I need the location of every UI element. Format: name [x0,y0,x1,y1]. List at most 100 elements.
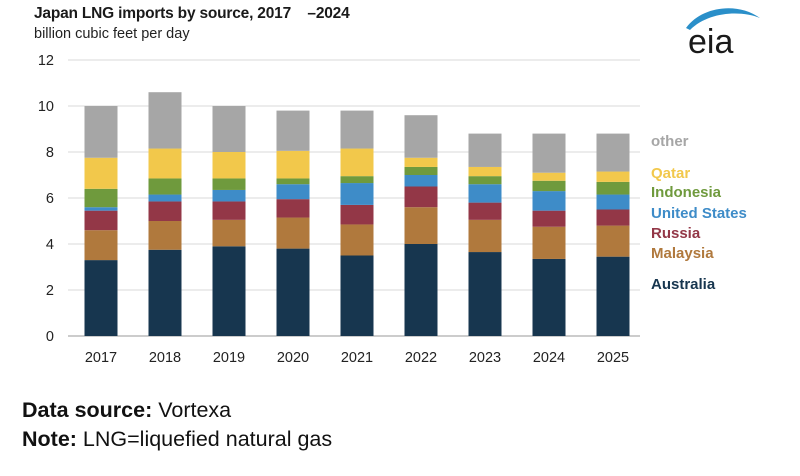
legend-other: other [651,133,689,150]
x-tick-label: 2024 [533,350,565,366]
x-tick-label: 2017 [85,350,117,366]
bar-segment-other [532,133,566,173]
bar-segment-russia [340,204,374,225]
eia-logo-text: eia [688,23,733,61]
bar-segment-russia [596,209,630,226]
bar-segment-malaysia [596,225,630,257]
bar-segment-russia [532,210,566,227]
bar-segment-australia [276,248,310,336]
bar-segment-russia [212,201,246,220]
legend-united-states: United States [651,205,747,222]
x-tick-label: 2018 [149,350,181,366]
bar-segment-australia [148,249,182,336]
x-tick-label: 2023 [469,350,501,366]
legend: other Qatar Indonesia United States Russia Ma… [651,133,747,293]
legend-malaysia: Malaysia [651,245,714,262]
bar-segment-qatar [148,148,182,179]
bar-segment-indonesia [532,180,566,192]
bar-segment-indonesia [468,176,502,185]
bar-segment-russia [404,186,438,208]
bar-segment-malaysia [340,224,374,256]
bar-segment-other [148,92,182,149]
bar-segment-other [84,106,118,158]
bar-segment-qatar [532,172,566,181]
bar-segment-other [276,110,310,151]
bar-segment-russia [276,199,310,218]
bar-segment-russia [84,210,118,231]
bar-segment-malaysia [468,219,502,253]
bar-segment-qatar [340,148,374,177]
data-source-label: Data source: [22,398,153,422]
y-tick-label: 8 [46,145,54,161]
bar-segment-russia [148,201,182,221]
y-tick-label: 12 [38,53,54,69]
legend-australia: Australia [651,276,716,293]
bar-segment-united-states [468,184,502,203]
legend-indonesia: Indonesia [651,184,722,201]
bar-segment-australia [212,246,246,336]
bar-segment-australia [468,252,502,336]
bar-segment-australia [532,258,566,336]
y-tick-label: 0 [46,329,54,345]
note-value: LNG=liquefied natural gas [76,427,333,451]
x-tick-label: 2021 [341,350,373,366]
x-tick-label: 2020 [277,350,309,366]
eia-logo-swoosh [686,8,760,30]
note-label: Note: [22,427,77,451]
y-tick-label: 6 [46,191,54,207]
bars [84,92,630,336]
bar-segment-indonesia [276,178,310,185]
bar-segment-qatar [84,157,118,189]
legend-qatar: Qatar [651,165,690,182]
bar-segment-australia [404,244,438,336]
bar-segment-malaysia [148,221,182,250]
bar-segment-united-states [212,189,246,202]
bar-segment-united-states [84,207,118,211]
bar-segment-malaysia [404,207,438,244]
bar-segment-indonesia [148,178,182,195]
eia-logo: eia [686,8,760,61]
bar-segment-indonesia [84,188,118,208]
legend-russia: Russia [651,225,701,242]
bar-segment-united-states [532,191,566,211]
bar-segment-malaysia [84,230,118,261]
bar-segment-united-states [276,184,310,200]
x-axis: 2017 2018 2019 2020 2021 2022 2023 2024 2025 [85,350,629,366]
bar-segment-australia [596,256,630,336]
bar-segment-australia [84,260,118,336]
bar-segment-indonesia [404,166,438,175]
bar-segment-indonesia [340,176,374,184]
bar-segment-united-states [596,194,630,210]
bar-segment-united-states [148,194,182,202]
bar-segment-indonesia [596,181,630,195]
bar-segment-other [596,133,630,172]
y-axis: 0 2 4 6 8 10 12 [38,53,54,345]
bar-segment-united-states [340,183,374,205]
bar-segment-other [340,110,374,149]
bar-segment-united-states [404,175,438,187]
x-tick-label: 2022 [405,350,437,366]
bar-segment-qatar [212,152,246,179]
lng-note: Note: LNG=liquefied natural gas [22,427,332,452]
bar-segment-qatar [468,166,502,177]
bar-segment-qatar [404,157,438,167]
y-tick-label: 10 [38,99,54,115]
bar-segment-qatar [596,171,630,182]
bar-segment-other [212,106,246,152]
y-tick-label: 4 [46,237,54,253]
bar-segment-indonesia [212,178,246,190]
bar-segment-malaysia [276,217,310,249]
bar-segment-other [468,133,502,167]
data-source-value: Vortexa [152,398,232,422]
y-tick-label: 2 [46,283,54,299]
bar-segment-qatar [276,150,310,179]
chart-title: Japan LNG imports by source, 2017 –2024 [34,5,350,22]
x-tick-label: 2025 [597,350,629,366]
bar-segment-australia [340,255,374,336]
bar-segment-malaysia [212,219,246,247]
data-source-note: Data source: Vortexa [22,398,231,423]
bar-segment-other [404,115,438,158]
bar-segment-malaysia [532,226,566,259]
x-tick-label: 2019 [213,350,245,366]
